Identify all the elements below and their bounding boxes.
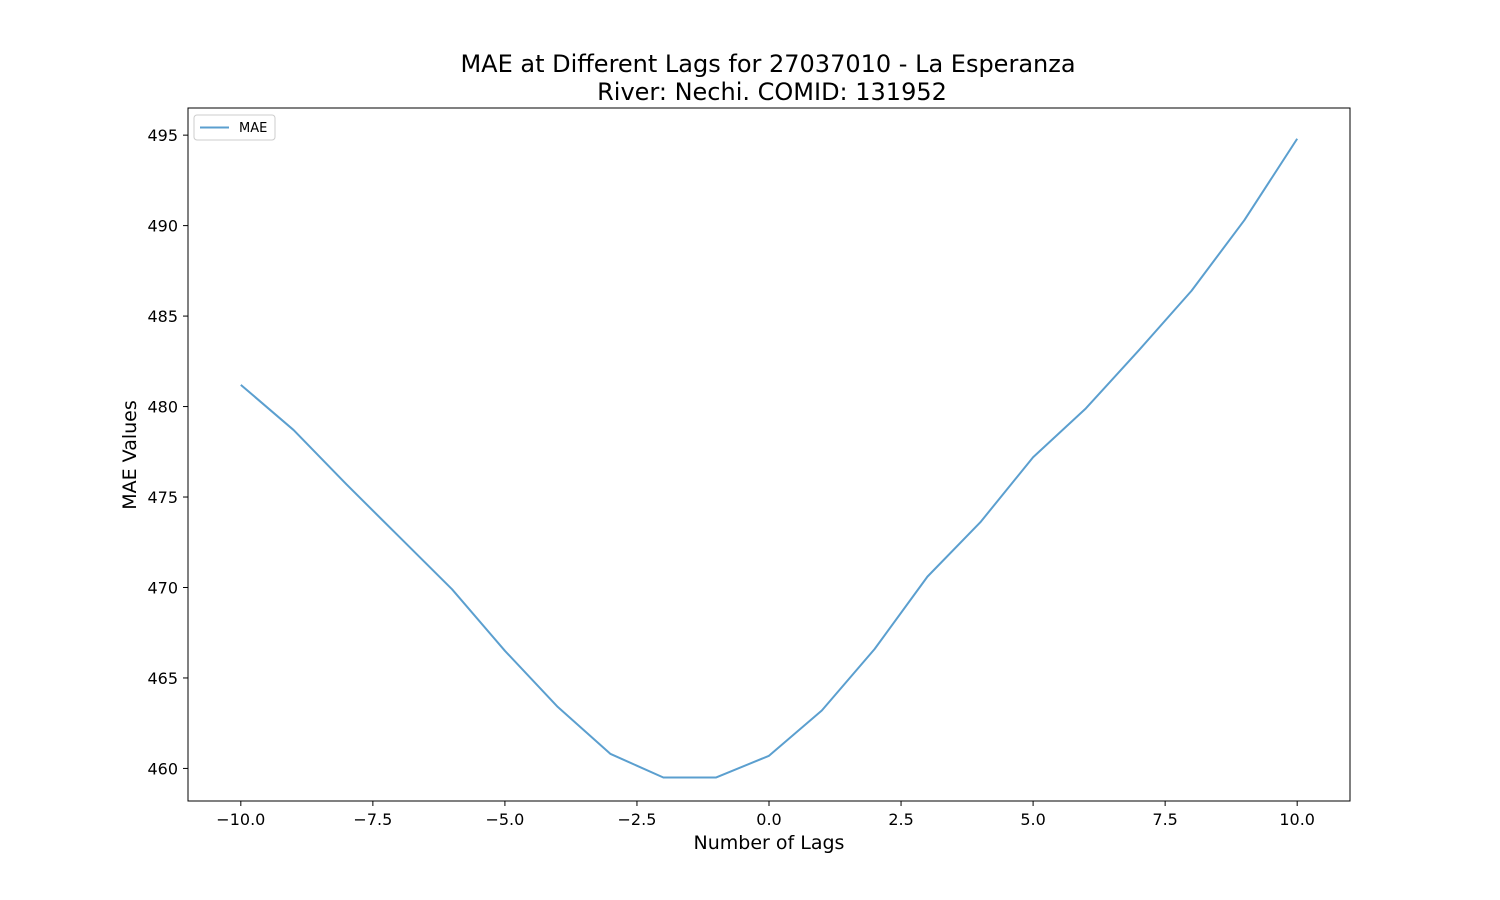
x-axis: −10.0 −7.5 −5.0 −2.5 0.0 2.5 5.0 7.5 10.0 [216,801,1315,829]
y-tick-label: 475 [147,488,178,507]
plot-area [240,138,1299,779]
y-axis-label: MAE Values [119,400,141,510]
y-tick-label: 480 [147,398,178,417]
x-tick-label: −2.5 [618,810,657,829]
y-axis: 460 465 470 475 480 485 490 495 [147,126,188,778]
y-tick-label: 490 [147,217,178,236]
chart-title: MAE at Different Lags for 27037010 - La … [460,50,1075,78]
x-tick-label: −5.0 [485,810,524,829]
x-tick-label: 0.0 [756,810,781,829]
y-tick-label: 465 [147,669,178,688]
x-tick-label: −7.5 [353,810,392,829]
legend-label-mae: MAE [239,121,267,136]
y-tick-label: 460 [147,759,178,778]
legend: MAE [193,114,276,141]
chart-subtitle: River: Nechi. COMID: 131952 [597,78,947,106]
x-axis-label: Number of Lags [694,832,845,854]
y-tick-label: 485 [147,307,178,326]
x-tick-label: 5.0 [1020,810,1045,829]
x-tick-label: 7.5 [1152,810,1177,829]
axes-frame [187,107,1351,802]
x-tick-label: −10.0 [216,810,265,829]
x-tick-label: 10.0 [1279,810,1315,829]
legend-box [193,114,276,141]
y-tick-label: 495 [147,126,178,145]
x-tick-label: 2.5 [888,810,913,829]
y-tick-label: 470 [147,578,178,597]
series-line-mae [240,138,1299,779]
